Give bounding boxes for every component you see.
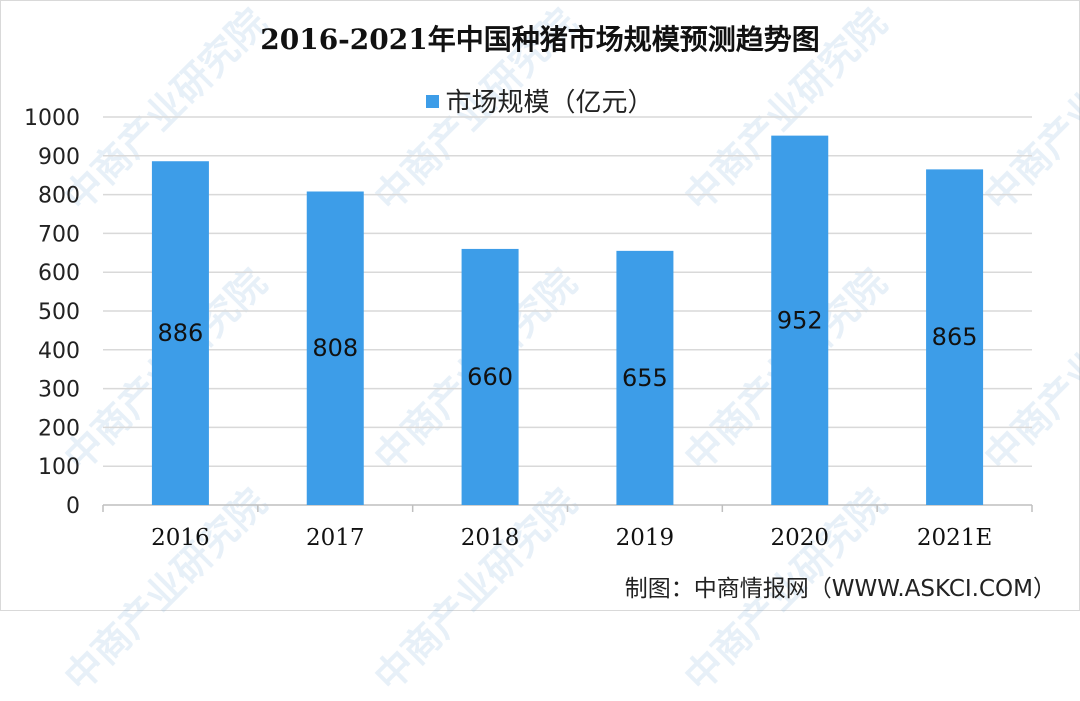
bar: [771, 135, 829, 505]
chart-title: 2016-2021年中国种猪市场规模预测趋势图: [260, 23, 820, 56]
data-label: 660: [467, 363, 513, 391]
x-tick-label: 2021E: [917, 525, 992, 551]
data-label: 886: [158, 319, 204, 347]
y-tick-label: 0: [66, 494, 80, 519]
bar: [616, 250, 674, 505]
data-label: 952: [777, 306, 823, 334]
x-tick-label: 2017: [306, 525, 365, 551]
x-tick-label: 2019: [616, 525, 675, 551]
source-note: 制图：中商情报网（WWW.ASKCI.COM）: [624, 576, 1056, 602]
y-tick-label: 800: [38, 184, 80, 209]
y-tick-label: 300: [38, 378, 80, 403]
bar: [926, 169, 984, 505]
y-tick-label: 700: [38, 222, 80, 247]
data-label: 808: [312, 334, 358, 362]
data-label: 655: [622, 364, 668, 392]
y-tick-label: 400: [38, 339, 80, 364]
y-tick-label: 900: [38, 145, 80, 170]
legend-swatch: [426, 95, 440, 108]
x-tick-label: 2020: [770, 525, 829, 551]
bar: [306, 191, 364, 505]
x-tick-label: 2016: [151, 525, 210, 551]
bar: [461, 248, 519, 506]
y-tick-label: 200: [38, 416, 80, 441]
y-tick-label: 500: [38, 300, 80, 325]
bar: [151, 161, 209, 505]
y-tick-label: 100: [38, 455, 80, 480]
bar-chart: 0 100 200 300 400 500 600 700 800 900 1000 886 2016 8…: [24, 106, 1033, 551]
legend-label: 市场规模（亿元）: [445, 88, 654, 118]
x-tick-label: 2018: [461, 525, 520, 551]
y-tick-label: 600: [38, 261, 80, 286]
legend: 市场规模（亿元）: [0, 82, 1080, 119]
y-tick-label: 1000: [24, 106, 80, 131]
data-label: 865: [932, 323, 978, 351]
